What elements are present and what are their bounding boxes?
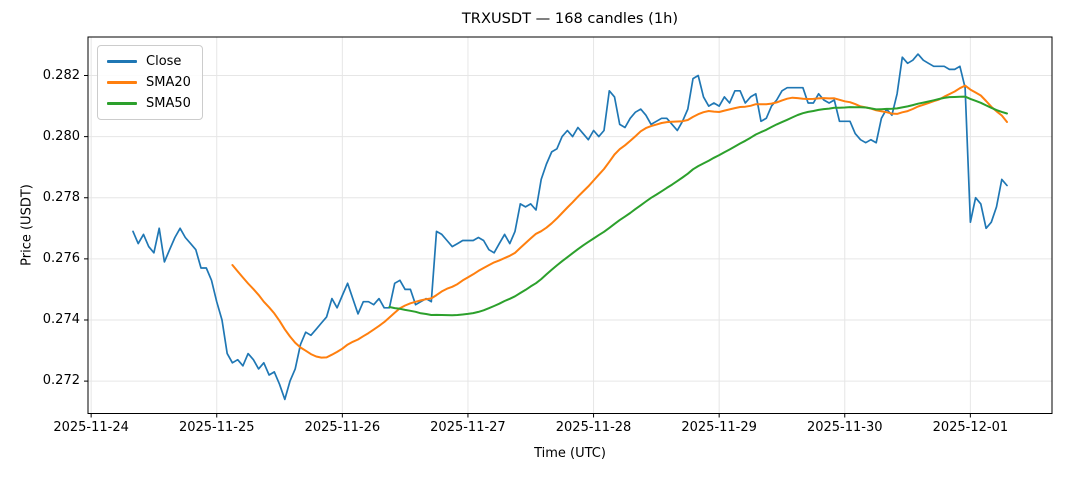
x-tick-label: 2025-11-25 [178, 420, 255, 435]
legend-item-sma50: SMA50 [107, 93, 191, 114]
x-tick-label: 2025-12-01 [932, 420, 1009, 435]
legend-item-sma20: SMA20 [107, 72, 191, 93]
x-tick-label: 2025-11-29 [681, 420, 757, 435]
y-tick-label: 0.278 [42, 189, 80, 205]
y-tick-label: 0.282 [42, 67, 80, 83]
x-tick-label: 2025-11-26 [304, 420, 381, 435]
legend-swatch-sma50 [107, 102, 137, 105]
y-tick-label: 0.276 [42, 250, 80, 266]
legend-item-close: Close [107, 51, 191, 72]
x-tick-label: 2025-11-24 [53, 420, 129, 435]
x-tick-label: 2025-11-30 [806, 420, 883, 435]
legend-label-sma20: SMA20 [146, 75, 191, 90]
legend-swatch-sma20 [107, 81, 137, 84]
legend-swatch-close [107, 60, 137, 63]
y-tick-label: 0.274 [42, 311, 80, 327]
x-tick-label: 2025-11-27 [430, 420, 506, 435]
y-axis-label: Price (USDT) [19, 184, 35, 266]
y-tick-label: 0.280 [42, 128, 80, 144]
chart-title: TRXUSDT — 168 candles (1h) [461, 10, 679, 27]
x-axis-label: Time (UTC) [534, 446, 606, 461]
legend-label-sma50: SMA50 [146, 96, 191, 111]
y-tick-label: 0.272 [42, 373, 80, 389]
legend-label-close: Close [146, 54, 182, 69]
x-tick-label: 2025-11-28 [555, 420, 632, 435]
legend: Close SMA20 SMA50 [97, 45, 203, 120]
